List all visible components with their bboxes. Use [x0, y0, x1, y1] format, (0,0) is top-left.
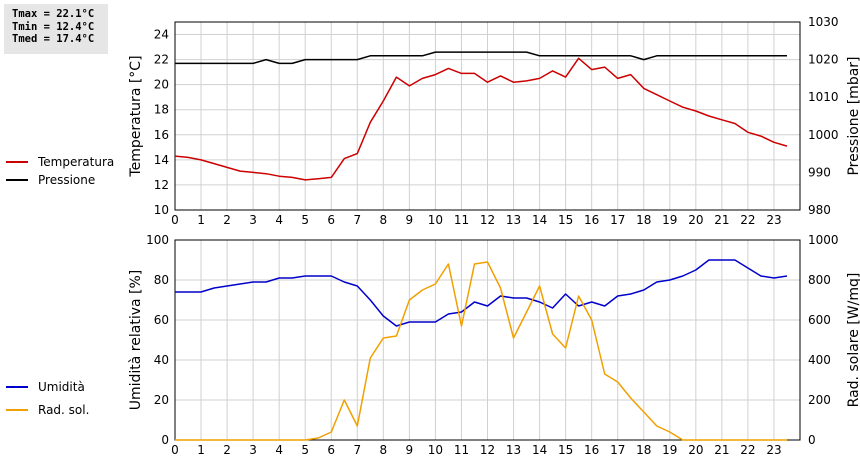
x-tick-label: 13	[506, 213, 521, 227]
y-right-tick-label: 800	[808, 273, 831, 287]
x-tick-label: 19	[662, 443, 677, 457]
x-tick-label: 14	[532, 213, 547, 227]
tmin-readout: Tmin = 12.4°C	[12, 20, 95, 33]
x-tick-label: 0	[171, 443, 179, 457]
x-tick-label: 21	[714, 443, 729, 457]
y-tick-label: 100	[146, 233, 169, 247]
x-tick-label: 1	[197, 213, 205, 227]
x-tick-label: 10	[428, 443, 443, 457]
stats-box: Tmax = 22.1°C Tmin = 12.4°C Tmed = 17.4°…	[4, 4, 108, 54]
x-tick-label: 21	[714, 213, 729, 227]
x-tick-label: 14	[532, 443, 547, 457]
chart-panel-1	[6, 21, 801, 211]
x-tick-label: 17	[610, 213, 625, 227]
x-tick-label: 18	[636, 213, 651, 227]
y-right-tick-label: 1030	[808, 15, 839, 29]
y-right-tick-label: 600	[808, 313, 831, 327]
legend-label: Umidità	[38, 380, 85, 394]
y-right-tick-label: 1000	[808, 233, 839, 247]
series-line-rad-sol	[175, 261, 787, 441]
x-tick-label: 5	[301, 213, 309, 227]
y-tick-label: 14	[154, 153, 169, 167]
x-tick-label: 22	[740, 213, 755, 227]
plot-frame	[174, 21, 801, 211]
x-tick-label: 1	[197, 443, 205, 457]
x-tick-label: 19	[662, 213, 677, 227]
y-axis-title: Temperatura [°C]	[128, 55, 144, 177]
y-right-tick-label: 1000	[808, 128, 839, 142]
y-right-tick-label: 1010	[808, 90, 839, 104]
legend-label: Rad. sol.	[38, 403, 89, 417]
x-tick-label: 6	[327, 443, 335, 457]
legend-label: Pressione	[38, 173, 95, 187]
x-tick-label: 17	[610, 443, 625, 457]
series-line-pressione	[175, 51, 787, 65]
x-tick-label: 0	[171, 213, 179, 227]
y-tick-label: 24	[154, 28, 169, 42]
x-tick-label: 9	[406, 443, 414, 457]
chart-panel-2	[6, 239, 801, 441]
tmax-readout: Tmax = 22.1°C	[12, 8, 95, 20]
x-tick-label: 13	[506, 443, 521, 457]
y-right-tick-label: 400	[808, 353, 831, 367]
y-tick-label: 16	[154, 128, 169, 142]
x-tick-label: 7	[353, 213, 361, 227]
x-tick-label: 4	[275, 443, 283, 457]
y-right-tick-label: 1020	[808, 53, 839, 67]
x-tick-label: 5	[301, 443, 309, 457]
y-tick-label: 0	[161, 433, 169, 447]
x-tick-label: 10	[428, 213, 443, 227]
y-right-tick-label: 980	[808, 203, 831, 217]
x-tick-label: 6	[327, 213, 335, 227]
x-tick-label: 20	[688, 443, 703, 457]
x-tick-label: 20	[688, 213, 703, 227]
y-tick-label: 60	[154, 313, 169, 327]
y-right-tick-label: 200	[808, 393, 831, 407]
y-right-tick-label: 990	[808, 165, 831, 179]
y-tick-label: 12	[154, 178, 169, 192]
x-tick-label: 18	[636, 443, 651, 457]
x-tick-label: 2	[223, 213, 231, 227]
y-right-axis-title: Pressione [mbar]	[846, 56, 860, 175]
y-axis-title: Umidità relativa [%]	[128, 270, 144, 411]
y-tick-label: 10	[154, 203, 169, 217]
y-tick-label: 80	[154, 273, 169, 287]
series-line-temperatura	[174, 57, 788, 181]
y-tick-label: 20	[154, 393, 169, 407]
y-tick-label: 18	[154, 103, 169, 117]
x-tick-label: 16	[584, 213, 599, 227]
y-right-axis-title: Rad. solare [W/mq]	[846, 273, 860, 408]
x-tick-label: 16	[584, 443, 599, 457]
x-tick-label: 12	[480, 213, 495, 227]
x-tick-label: 3	[249, 443, 257, 457]
x-tick-label: 15	[558, 443, 573, 457]
x-tick-label: 3	[249, 213, 257, 227]
x-tick-label: 23	[766, 213, 781, 227]
x-tick-label: 12	[480, 443, 495, 457]
x-tick-label: 8	[380, 443, 388, 457]
x-tick-label: 11	[454, 443, 469, 457]
plot-frame	[174, 239, 801, 441]
y-tick-label: 40	[154, 353, 169, 367]
x-tick-label: 9	[406, 213, 414, 227]
x-tick-label: 2	[223, 443, 231, 457]
x-tick-label: 22	[740, 443, 755, 457]
legend-label: Temperatura	[37, 155, 114, 169]
series-line-umidit	[175, 259, 788, 327]
y-right-tick-label: 0	[808, 433, 816, 447]
y-tick-label: 22	[154, 53, 169, 67]
x-tick-label: 8	[380, 213, 388, 227]
x-tick-label: 11	[454, 213, 469, 227]
x-tick-label: 4	[275, 213, 283, 227]
x-tick-label: 23	[766, 443, 781, 457]
tmed-readout: Tmed = 17.4°C	[12, 33, 95, 45]
x-tick-label: 7	[353, 443, 361, 457]
x-tick-label: 15	[558, 213, 573, 227]
y-tick-label: 20	[154, 78, 169, 92]
